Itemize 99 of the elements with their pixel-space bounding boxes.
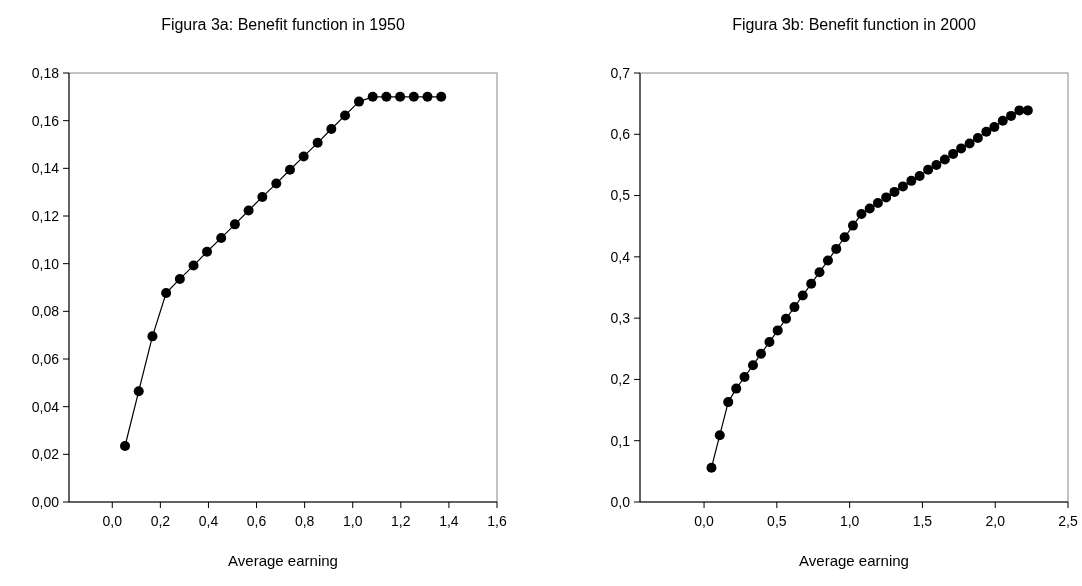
y-tick-label: 0,10 — [31, 255, 60, 272]
point — [964, 138, 975, 149]
point — [723, 397, 734, 408]
x-tick-label: 0,6 — [246, 513, 267, 529]
point — [436, 91, 447, 102]
y-tick-label: 0,16 — [31, 112, 60, 129]
point — [1022, 105, 1033, 116]
x-tick-label: 0,2 — [150, 513, 171, 529]
point — [298, 151, 309, 162]
point — [822, 255, 833, 266]
point — [981, 126, 992, 137]
point — [764, 337, 775, 348]
point — [831, 243, 842, 254]
point — [989, 121, 1000, 132]
point — [923, 164, 934, 175]
y-tick-label: 0,1 — [610, 432, 631, 449]
point — [395, 91, 406, 102]
y-tick-label: 0,7 — [610, 64, 631, 81]
y-tick-label: 0,12 — [31, 207, 60, 224]
point — [422, 91, 433, 102]
point — [972, 132, 983, 143]
x-tick-label: 0,8 — [294, 513, 315, 529]
point — [202, 246, 213, 257]
y-tick-label: 0,0 — [610, 493, 631, 510]
point — [147, 331, 158, 342]
point — [797, 290, 808, 301]
point — [814, 267, 825, 278]
point — [914, 170, 925, 181]
point — [806, 278, 817, 289]
y-tick-label: 0,08 — [31, 303, 60, 320]
y-tick-label: 0,3 — [610, 310, 631, 327]
x-tick-label: 1,0 — [343, 513, 363, 529]
point — [997, 115, 1008, 126]
x-axis-title: Average earning — [228, 552, 338, 569]
y-tick-label: 0,18 — [31, 64, 60, 81]
point — [847, 220, 858, 231]
y-tick-label: 0,5 — [610, 187, 631, 204]
x-tick-label: 2,0 — [985, 513, 1006, 529]
y-tick-label: 0,2 — [610, 371, 631, 388]
point — [161, 287, 172, 298]
point — [897, 181, 908, 192]
point — [889, 186, 900, 197]
point — [881, 192, 892, 203]
point — [381, 91, 392, 102]
point — [174, 273, 185, 284]
y-tick-label: 0,06 — [31, 350, 60, 367]
point — [706, 462, 717, 473]
point — [271, 178, 282, 189]
point — [939, 154, 950, 165]
point — [340, 110, 351, 121]
point — [1006, 110, 1017, 121]
y-tick-label: 0,04 — [31, 398, 60, 415]
y-tick-label: 0,4 — [610, 248, 631, 265]
y-tick-label: 0,02 — [31, 446, 60, 463]
x-tick-label: 0,0 — [102, 513, 123, 529]
point — [312, 137, 323, 148]
x-tick-label: 1,2 — [391, 513, 411, 529]
point — [755, 348, 766, 359]
point — [353, 96, 364, 107]
point — [781, 313, 792, 324]
point — [284, 164, 295, 175]
x-tick-label: 0,0 — [694, 513, 714, 529]
point — [839, 232, 850, 243]
point — [133, 386, 144, 397]
point — [408, 91, 419, 102]
point — [956, 143, 967, 154]
point — [864, 203, 875, 214]
point — [948, 148, 959, 159]
point — [326, 124, 337, 135]
point — [731, 383, 742, 394]
point — [856, 208, 867, 219]
y-tick-label: 0,00 — [31, 493, 60, 510]
y-tick-label: 0,6 — [610, 126, 631, 143]
point — [188, 260, 199, 271]
point — [772, 325, 783, 336]
point — [367, 91, 378, 102]
point — [243, 205, 254, 216]
chart-title: Figura 3a: Benefit function in 1950 — [161, 16, 405, 33]
x-axis-title: Average earning — [799, 552, 909, 569]
x-tick-label: 2,5 — [1058, 513, 1078, 529]
x-tick-label: 1,6 — [487, 513, 507, 529]
point — [747, 360, 758, 371]
point — [739, 371, 750, 382]
point — [229, 219, 240, 230]
point — [714, 430, 725, 441]
point — [872, 197, 883, 208]
x-tick-label: 0,5 — [767, 513, 787, 529]
chart-title: Figura 3b: Benefit function in 2000 — [732, 16, 976, 33]
point — [257, 191, 268, 202]
y-tick-label: 0,14 — [31, 160, 60, 177]
point — [931, 159, 942, 170]
x-tick-label: 1,0 — [839, 513, 860, 529]
x-tick-label: 1,4 — [439, 513, 459, 529]
x-tick-label: 1,5 — [912, 513, 933, 529]
point — [120, 440, 131, 451]
x-tick-label: 0,4 — [198, 513, 219, 529]
point — [216, 232, 227, 243]
point — [906, 175, 917, 186]
point — [789, 302, 800, 313]
